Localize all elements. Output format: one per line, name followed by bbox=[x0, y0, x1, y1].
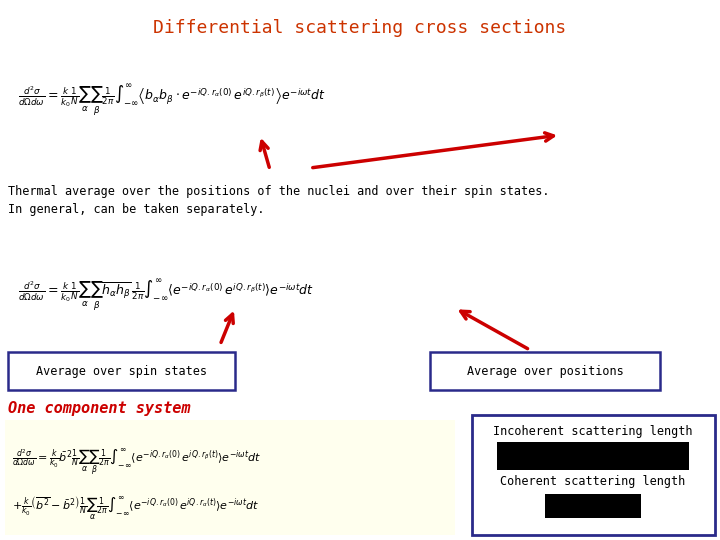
Bar bbox=[8, 352, 235, 390]
Text: Coherent scattering length: Coherent scattering length bbox=[500, 476, 685, 489]
Text: Thermal average over the positions of the nuclei and over their spin states.: Thermal average over the positions of th… bbox=[8, 186, 549, 199]
Bar bbox=[497, 442, 689, 470]
Bar bbox=[430, 352, 660, 390]
Text: Incoherent scattering length: Incoherent scattering length bbox=[493, 426, 693, 438]
Bar bbox=[545, 494, 641, 518]
Text: $\frac{d^2\sigma}{d\Omega d\omega} = \frac{k}{k_0} \frac{1}{N}\sum_\alpha \sum_\: $\frac{d^2\sigma}{d\Omega d\omega} = \fr… bbox=[18, 82, 326, 118]
Bar bbox=[472, 415, 715, 535]
Text: One component system: One component system bbox=[8, 401, 191, 415]
Text: $+\frac{k}{k_0}\left(\overline{b^2}-\bar{b}^2\right)\frac{1}{N}\sum_\alpha \frac: $+\frac{k}{k_0}\left(\overline{b^2}-\bar… bbox=[12, 495, 259, 522]
Text: Average over positions: Average over positions bbox=[467, 364, 624, 377]
Text: Differential scattering cross sections: Differential scattering cross sections bbox=[153, 19, 567, 37]
Text: $\frac{d^2\sigma}{d\Omega d\omega} = \frac{k}{k_0} \frac{1}{N}\sum_\alpha \sum_\: $\frac{d^2\sigma}{d\Omega d\omega} = \fr… bbox=[18, 277, 314, 313]
Bar bbox=[5, 420, 455, 535]
Text: In general, can be taken separately.: In general, can be taken separately. bbox=[8, 204, 264, 217]
Text: Average over spin states: Average over spin states bbox=[35, 364, 207, 377]
Text: $\frac{d^2\sigma}{d\Omega d\omega} = \frac{k}{k_0}\bar{b}^2 \frac{1}{N}\sum_\alp: $\frac{d^2\sigma}{d\Omega d\omega} = \fr… bbox=[12, 447, 261, 477]
